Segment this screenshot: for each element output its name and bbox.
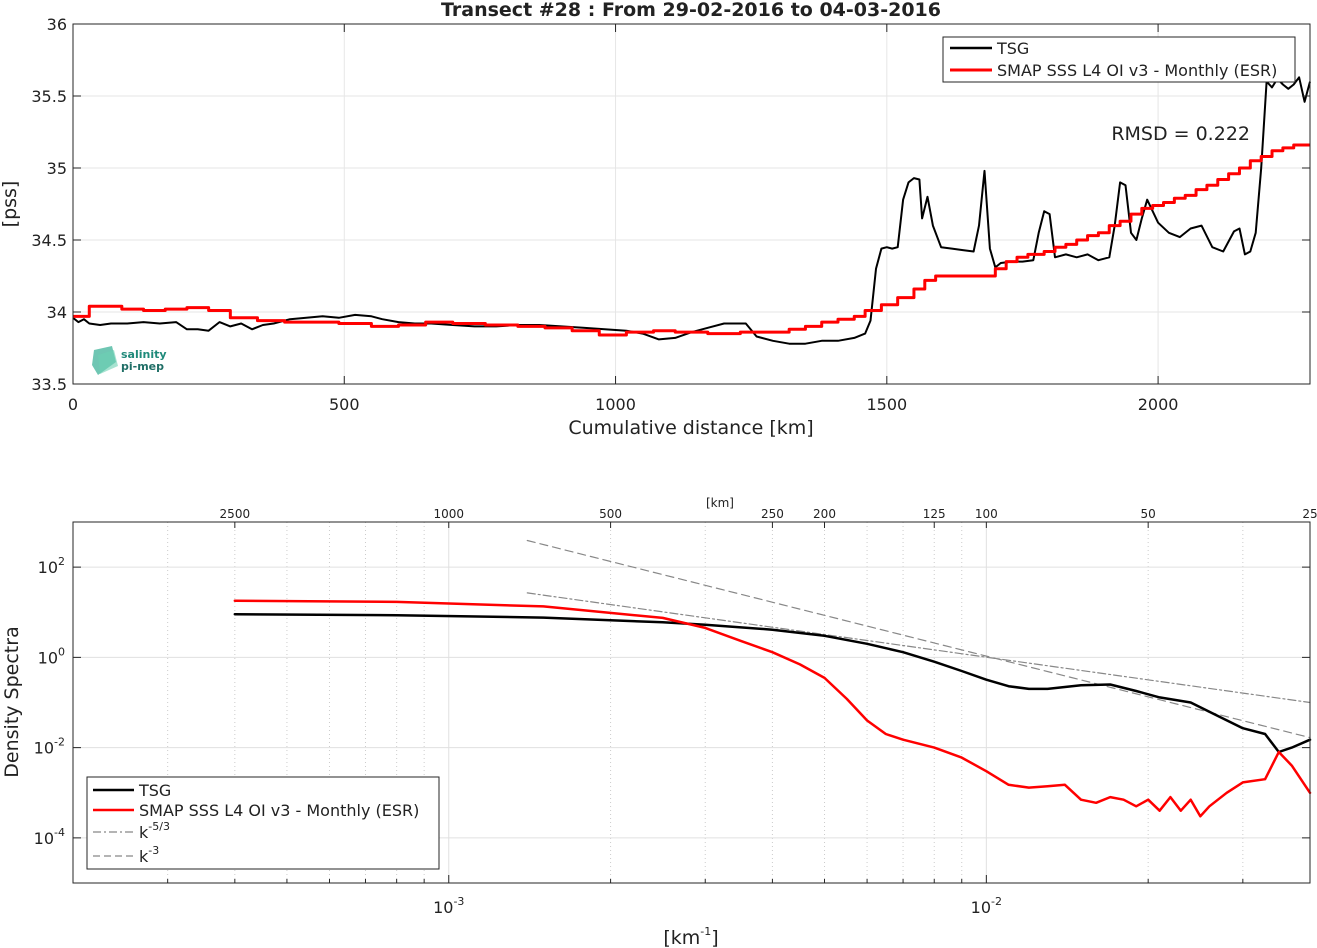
top-x-tick-label: 2000: [1138, 395, 1179, 414]
bottom-top-tick-label: 50: [1141, 507, 1156, 521]
top-axes-box: [72, 23, 1311, 385]
bottom-top-tick-label: 1000: [433, 507, 464, 521]
logo-mark-highlight: [98, 350, 118, 374]
bottom-x-tick-exp: -2: [991, 895, 1002, 908]
logo-text-pimep: pi-mep: [121, 360, 164, 373]
bottom-legend-label-k53: k-5/3: [139, 820, 170, 842]
k53-slope-line: [526, 592, 1311, 704]
bottom-y-tick-base: 10: [38, 558, 58, 577]
bottom-top-tick-label: 200: [813, 507, 836, 521]
top-x-axis-label: Cumulative distance [km]: [568, 417, 813, 439]
top-y-tick-label: 35.5: [31, 87, 67, 106]
bottom-grid: [73, 522, 1310, 883]
bottom-x-tick-base: 10: [433, 898, 453, 917]
k3-exp: -3: [148, 844, 159, 857]
top-y-tick-label: 34: [47, 303, 67, 322]
bottom-x-axis-label-exp: -1: [700, 925, 711, 938]
bottom-y-tick-label: 10-2: [34, 736, 65, 758]
salinity-pimep-logo: salinity pi-mep: [92, 346, 167, 375]
bottom-legend-label-smap: SMAP SSS L4 OI v3 - Monthly (ESR): [139, 801, 419, 820]
bottom-legend-label-k3: k-3: [139, 844, 159, 866]
top-y-tick-label: 33.5: [31, 375, 67, 394]
bottom-x-axis-label-close: ]: [711, 927, 718, 948]
bottom-top-axis-label: [km]: [706, 496, 734, 510]
bottom-x-tick-label: 10-3: [433, 895, 464, 917]
top-y-tick-label: 35: [47, 159, 67, 178]
top-x-tick-label: 0: [68, 395, 78, 414]
bottom-y-tick-label: 102: [38, 555, 65, 577]
top-plot-area: [73, 24, 1310, 384]
top-y-axis-label: [pss]: [0, 181, 21, 228]
top-legend-label-smap: SMAP SSS L4 OI v3 - Monthly (ESR): [997, 61, 1277, 80]
top-chart-title: Transect #28 : From 29-02-2016 to 04-03-…: [441, 0, 941, 21]
top-x-tick-label: 1000: [595, 395, 636, 414]
tsg-series-line: [72, 76, 1311, 345]
bottom-y-tick-exp: -4: [54, 826, 65, 839]
bottom-top-tick-label: 500: [599, 507, 622, 521]
k53-exp: -5/3: [148, 820, 170, 833]
bottom-top-tick-label: 2500: [220, 507, 251, 521]
top-chart: 0 500 1000 1500 2000 33.5 34 34.5 35 35.5 36 Trans…: [0, 0, 1311, 439]
bottom-x-tick-exp: -3: [453, 895, 464, 908]
bottom-x-axis-label: [km-1]: [663, 925, 718, 948]
bottom-y-tick-base: 10: [34, 829, 54, 848]
bottom-y-tick-label: 10-4: [34, 826, 65, 848]
top-x-tick-label: 1500: [866, 395, 907, 414]
k3-slope-line: [526, 539, 1311, 739]
bottom-top-tick-label: 25: [1302, 507, 1317, 521]
top-legend-label-tsg: TSG: [996, 39, 1029, 58]
bottom-y-tick-base: 10: [38, 648, 58, 667]
rmsd-annotation: RMSD = 0.222: [1111, 123, 1250, 145]
logo-text-salinity: salinity: [121, 348, 167, 361]
top-ticks: 0 500 1000 1500 2000 33.5 34 34.5 35 35.5 36: [31, 15, 1310, 414]
bottom-x-tick-label: 10-2: [971, 895, 1002, 917]
smap-spectrum-line: [233, 599, 1312, 818]
bottom-y-axis-label: Density Spectra: [1, 626, 23, 777]
bottom-y-tick-base: 10: [34, 739, 54, 758]
bottom-top-tick-label: 250: [761, 507, 784, 521]
bottom-legend-box: [86, 776, 440, 870]
bottom-y-tick-exp: 0: [58, 645, 65, 658]
tsg-spectrum-line: [233, 613, 1312, 754]
top-legend: TSG SMAP SSS L4 OI v3 - Monthly (ESR): [942, 36, 1296, 83]
smap-series-line: [73, 143, 1310, 337]
top-y-tick-label: 36: [47, 15, 67, 34]
bottom-y-tick-exp: 2: [58, 555, 65, 568]
bottom-y-tick-exp: -2: [54, 736, 65, 749]
bottom-legend-label-tsg: TSG: [138, 781, 171, 800]
bottom-series: [233, 539, 1312, 818]
bottom-x-axis-label-base: [km: [663, 927, 700, 948]
bottom-legend: TSG SMAP SSS L4 OI v3 - Monthly (ESR) k-…: [86, 776, 440, 870]
bottom-y-tick-label: 100: [38, 645, 65, 667]
top-y-tick-label: 34.5: [31, 231, 67, 250]
bottom-axes-box: [72, 521, 1311, 884]
bottom-x-tick-base: 10: [971, 898, 991, 917]
bottom-top-tick-label: 100: [975, 507, 998, 521]
top-series: [72, 76, 1311, 345]
k53-base: k: [139, 823, 149, 842]
top-legend-box: [942, 36, 1296, 83]
bottom-top-tick-label: 125: [923, 507, 946, 521]
top-x-tick-label: 500: [329, 395, 360, 414]
k3-base: k: [139, 847, 149, 866]
